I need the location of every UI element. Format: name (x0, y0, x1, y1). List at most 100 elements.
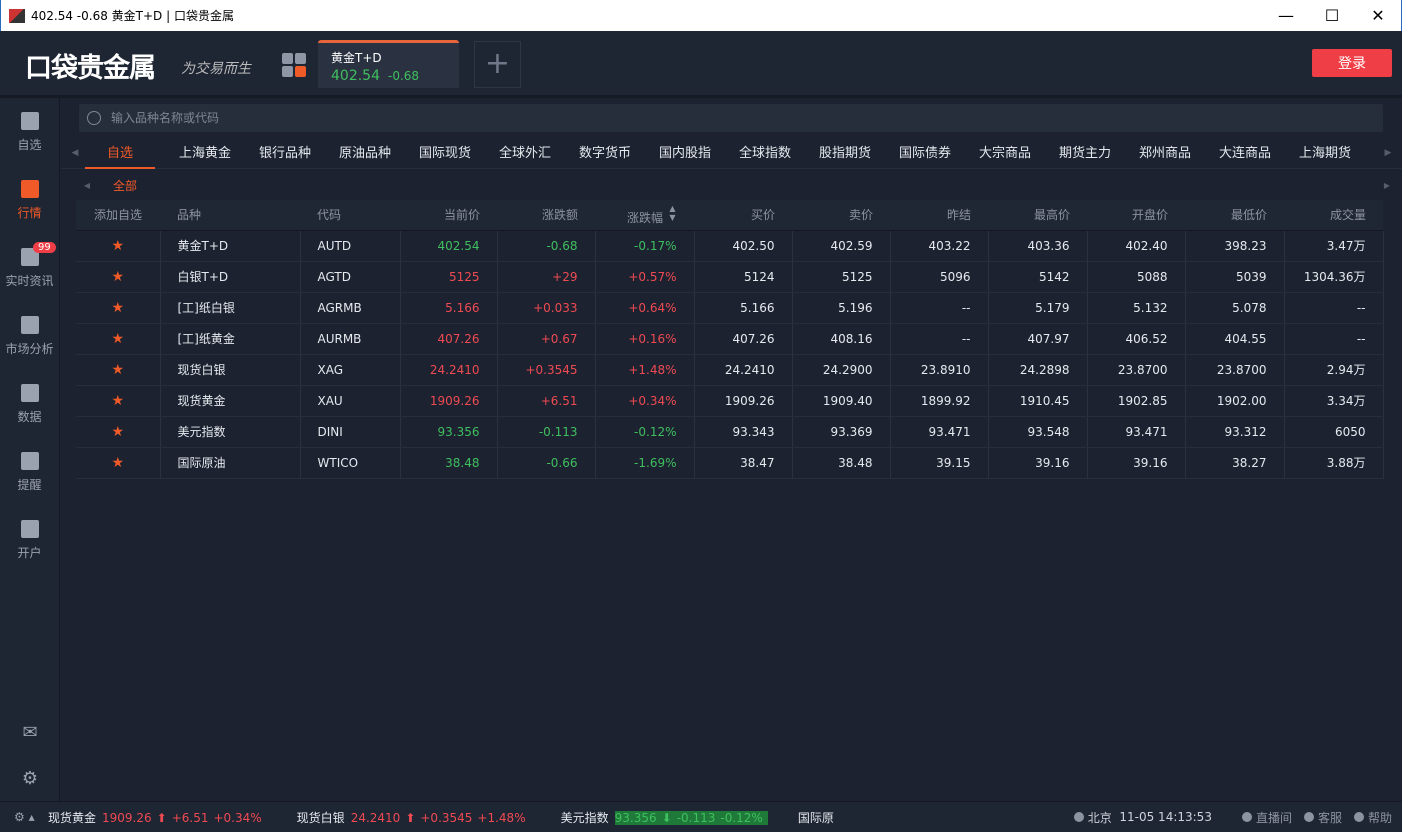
sidebar-item[interactable]: 提醒 (0, 438, 59, 506)
table-row[interactable]: ★ [工]纸黄金 AURMB 407.26 +0.67 +0.16% 407.26 408.1… (76, 323, 1384, 355)
cell-high: 403.36 (988, 230, 1088, 262)
star-icon[interactable]: ★ (111, 330, 125, 347)
table-row[interactable]: ★ 现货黄金 XAU 1909.26 +6.51 +0.34% 1909.26 1909.40… (76, 385, 1384, 417)
subcategory-all[interactable]: 全部 (113, 178, 138, 193)
column-header[interactable]: 品种 (160, 200, 300, 231)
column-header[interactable]: 卖价 (792, 200, 890, 231)
search-input[interactable] (111, 111, 511, 125)
scroll-left-icon[interactable]: ◀ (71, 148, 79, 158)
ticker-price: 24.2410 (350, 810, 401, 825)
category-tab[interactable]: 股指期货 (818, 145, 871, 161)
sidebar-item[interactable]: 实时资讯 99 (0, 234, 59, 302)
table-row[interactable]: ★ 黄金T+D AUTD 402.54 -0.68 -0.17% 402.50 402.59 4… (76, 230, 1384, 262)
category-tab[interactable]: 郑州商品 (1138, 145, 1191, 161)
star-icon[interactable]: ★ (111, 423, 125, 440)
sidebar-item[interactable]: 行情 (0, 166, 59, 234)
sidebar-item[interactable]: 开户 (0, 506, 59, 574)
star-icon[interactable]: ★ (111, 392, 125, 409)
ticker-item[interactable]: 国际原 (798, 809, 860, 826)
gear-icon[interactable]: ⚙ (21, 767, 39, 789)
table-row[interactable]: ★ 白银T+D AGTD 5125 +29 +0.57% 5124 5125 5096 5142 5… (76, 261, 1384, 293)
cell-bid: 5.166 (694, 292, 793, 324)
search-bar[interactable] (79, 104, 1383, 132)
column-header[interactable]: 成交量 (1284, 200, 1383, 231)
login-button[interactable]: 登录 (1312, 49, 1392, 77)
favorite-cell: ★ (76, 447, 161, 479)
star-icon[interactable]: ★ (111, 299, 125, 316)
column-header[interactable]: 昨结 (890, 200, 988, 231)
column-header[interactable]: 涨跌幅 ▲▼ (595, 200, 694, 231)
maximize-button[interactable]: ☐ (1324, 6, 1340, 25)
cell-ask: 5.196 (792, 292, 891, 324)
column-header[interactable]: 代码 (300, 200, 400, 231)
ticker-chg: -0.113 (676, 810, 716, 825)
category-tab[interactable]: 银行品种 (258, 145, 311, 161)
category-tab[interactable]: 自选 (85, 138, 155, 169)
add-tab-button[interactable]: + (474, 41, 521, 88)
cell-bid: 1909.26 (694, 385, 793, 417)
star-icon[interactable]: ★ (111, 268, 125, 285)
ticker-values: 24.2410 ⬆ +0.3545 +1.48% (351, 811, 531, 825)
scroll-right-icon[interactable]: ▶ (1384, 148, 1392, 158)
mail-icon[interactable]: ✉ (22, 721, 38, 743)
minimize-button[interactable]: — (1278, 6, 1294, 25)
table-row[interactable]: ★ 国际原油 WTICO 38.48 -0.66 -1.69% 38.47 38.48 39.1… (76, 447, 1384, 479)
table-row[interactable]: ★ 美元指数 DINI 93.356 -0.113 -0.12% 93.343 93.369 9… (76, 416, 1384, 448)
table-row[interactable]: ★ 现货白银 XAG 24.2410 +0.3545 +1.48% 24.2410 24.29… (76, 354, 1384, 386)
category-tab[interactable]: 原油品种 (338, 145, 391, 161)
category-tab[interactable]: 国际债券 (898, 145, 951, 161)
column-header-label: 代码 (317, 208, 342, 223)
ticker-item[interactable]: 现货黄金 1909.26 ⬆ +6.51 +0.34% (48, 809, 267, 826)
cell-price: 93.356 (400, 416, 498, 448)
table-row[interactable]: ★ [工]纸白银 AGRMB 5.166 +0.033 +0.64% 5.166 5.196-… (76, 292, 1384, 324)
sub-scroll-right-icon[interactable]: ▶ (1383, 180, 1391, 190)
category-tab[interactable]: 上海黄金 (178, 145, 231, 161)
ticker-settings-icon[interactable]: ⚙ ▴ (14, 810, 35, 824)
column-header[interactable]: 最高价 (988, 200, 1087, 231)
cell-pct: +0.16% (595, 323, 695, 355)
column-header[interactable]: 最低价 (1185, 200, 1284, 231)
column-header[interactable]: 当前价 (400, 200, 497, 231)
category-tab[interactable]: 上海期货 (1298, 145, 1351, 161)
category-tab[interactable]: 全球指数 (738, 145, 791, 161)
category-tab[interactable]: 大宗商品 (978, 145, 1031, 161)
cell-low: 38.27 (1185, 447, 1285, 479)
bar-chart-icon (20, 179, 39, 198)
star-icon[interactable]: ★ (111, 361, 125, 378)
category-tab[interactable]: 数字货币 (578, 145, 631, 161)
category-tab[interactable]: 国际现货 (418, 145, 471, 161)
cell-high: 93.548 (988, 416, 1088, 448)
star-icon[interactable]: ★ (111, 237, 125, 254)
sidebar-item[interactable]: 数据 (0, 370, 59, 438)
category-tab[interactable]: 期货主力 (1058, 145, 1111, 161)
close-button[interactable]: ✕ (1371, 6, 1385, 25)
help-link[interactable]: 帮助 (1367, 810, 1392, 825)
cell-prev: 39.15 (890, 447, 989, 479)
sidebar-item[interactable]: 自选 (0, 98, 59, 166)
ticker-item[interactable]: 现货白银 24.2410 ⬆ +0.3545 +1.48% (297, 809, 531, 826)
column-header[interactable]: 开盘价 (1087, 200, 1185, 231)
app-header: 口袋贵金属 为交易而生 黄金T+D 402.54 -0.68 + 登录 (0, 31, 1402, 98)
cell-bid: 93.343 (694, 416, 793, 448)
grid-menu-icon[interactable] (282, 53, 306, 77)
cell-name: [工]纸白银 (160, 292, 301, 324)
column-header[interactable]: 添加自选 (76, 200, 160, 231)
cell-pct: +0.64% (595, 292, 695, 324)
quote-tab[interactable]: 黄金T+D 402.54 -0.68 (318, 40, 459, 88)
live-room-link[interactable]: 直播间 (1255, 810, 1292, 825)
column-header[interactable]: 涨跌额 (497, 200, 595, 231)
star-icon[interactable]: ★ (111, 454, 125, 471)
sidebar-item[interactable]: 市场分析 (0, 302, 59, 370)
sidebar-item-label: 市场分析 (5, 341, 54, 356)
category-tab[interactable]: 大连商品 (1218, 145, 1271, 161)
cell-chg: +6.51 (497, 385, 596, 417)
customer-service-link[interactable]: 客服 (1317, 810, 1342, 825)
category-tab[interactable]: 国内股指 (658, 145, 711, 161)
ticker-item[interactable]: 美元指数 93.356 ⬇ -0.113 -0.12% (561, 809, 768, 826)
category-tab[interactable]: 全球外汇 (498, 145, 551, 161)
cell-prev: 1899.92 (890, 385, 989, 417)
cell-price: 407.26 (400, 323, 498, 355)
column-header[interactable]: 买价 (694, 200, 792, 231)
sub-scroll-left-icon[interactable]: ◀ (83, 180, 91, 190)
sort-icon[interactable]: ▲▼ (668, 203, 677, 222)
